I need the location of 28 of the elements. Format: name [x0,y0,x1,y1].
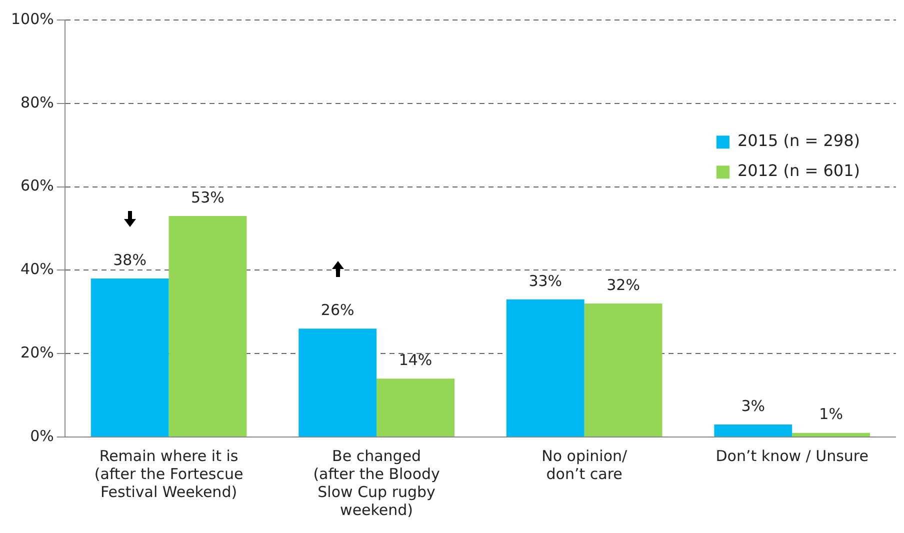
y-tick-label: 20% [20,343,54,362]
x-tick-label: Remain where it is (after the Fortescue Festival Weekend) [94,446,244,501]
data-label: 1% [819,405,843,424]
x-tick-label: Don’t know / Unsure [716,446,868,465]
bar [714,424,792,436]
bar [168,216,247,436]
y-tick-label: 100% [10,10,54,28]
x-tick-label: Be changed (after the Bloody Slow Cup rugby weekend) [313,446,440,519]
x-tick-label: No opinion/ don’t care [542,446,628,483]
data-label: 53% [191,188,224,206]
data-label: 32% [606,276,640,294]
y-tick-label: 80% [20,93,54,112]
bar [584,304,662,436]
bar [506,299,584,436]
y-tick-label: 40% [20,260,54,278]
bar [792,432,870,436]
legend-label: 2012 (n = 601) [737,161,860,180]
data-label: 14% [398,351,432,370]
y-tick-label: 60% [20,176,54,195]
bar [298,328,377,436]
bar [90,278,169,436]
data-label: 3% [741,396,766,415]
y-tick-label: 0% [30,426,54,445]
data-label: 26% [320,300,354,319]
data-label: 33% [528,272,562,290]
bar [376,378,454,436]
data-label: 38% [113,250,146,269]
legend-label: 2015 (n = 298) [737,131,860,150]
